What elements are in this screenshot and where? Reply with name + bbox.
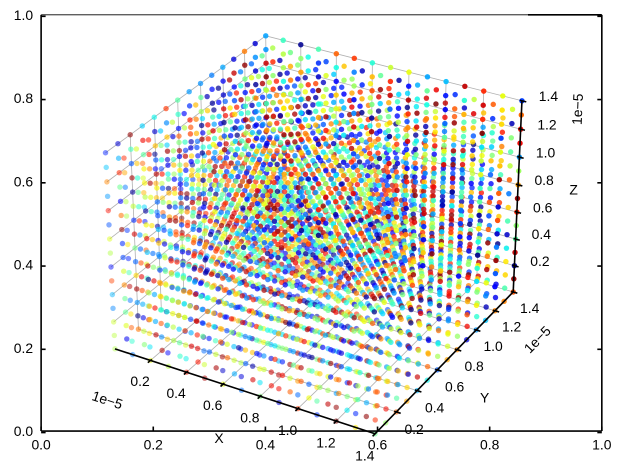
svg-text:0.8: 0.8 (464, 358, 484, 374)
svg-text:1.0: 1.0 (483, 338, 503, 354)
svg-text:Z: Z (569, 182, 578, 198)
svg-text:0.8: 0.8 (240, 409, 260, 425)
svg-text:0.6: 0.6 (533, 199, 553, 215)
svg-text:1.0: 1.0 (592, 436, 612, 452)
svg-text:0.4: 0.4 (532, 226, 552, 242)
svg-text:0.6: 0.6 (203, 397, 223, 413)
svg-text:1.4: 1.4 (539, 88, 559, 104)
svg-text:X: X (214, 430, 223, 446)
svg-text:0.4: 0.4 (425, 400, 445, 416)
svg-text:1e−5: 1e−5 (569, 93, 586, 125)
svg-text:0.4: 0.4 (166, 385, 186, 401)
svg-text:0.2: 0.2 (14, 340, 34, 356)
svg-text:0.0: 0.0 (14, 423, 34, 439)
svg-text:0.6: 0.6 (14, 173, 34, 189)
svg-text:0.2: 0.2 (530, 253, 550, 269)
svg-text:0.2: 0.2 (144, 436, 164, 452)
svg-text:0.8: 0.8 (14, 90, 34, 106)
svg-text:0.4: 0.4 (14, 257, 34, 273)
svg-text:0.6: 0.6 (445, 379, 465, 395)
svg-text:0.8: 0.8 (480, 436, 500, 452)
svg-text:0.8: 0.8 (534, 172, 554, 188)
svg-text:1.0: 1.0 (278, 422, 298, 438)
svg-text:1.2: 1.2 (537, 116, 557, 132)
svg-text:1.0: 1.0 (536, 144, 556, 160)
svg-text:1.2: 1.2 (502, 319, 522, 335)
svg-text:1.2: 1.2 (316, 435, 336, 451)
svg-text:Y: Y (480, 389, 489, 405)
svg-text:0.2: 0.2 (130, 373, 150, 389)
svg-text:1.4: 1.4 (520, 300, 540, 316)
svg-text:0.0: 0.0 (31, 436, 51, 452)
svg-text:0.2: 0.2 (404, 421, 424, 437)
svg-text:0.4: 0.4 (256, 436, 276, 452)
svg-text:0.6: 0.6 (368, 436, 388, 452)
svg-text:1.0: 1.0 (14, 7, 34, 23)
